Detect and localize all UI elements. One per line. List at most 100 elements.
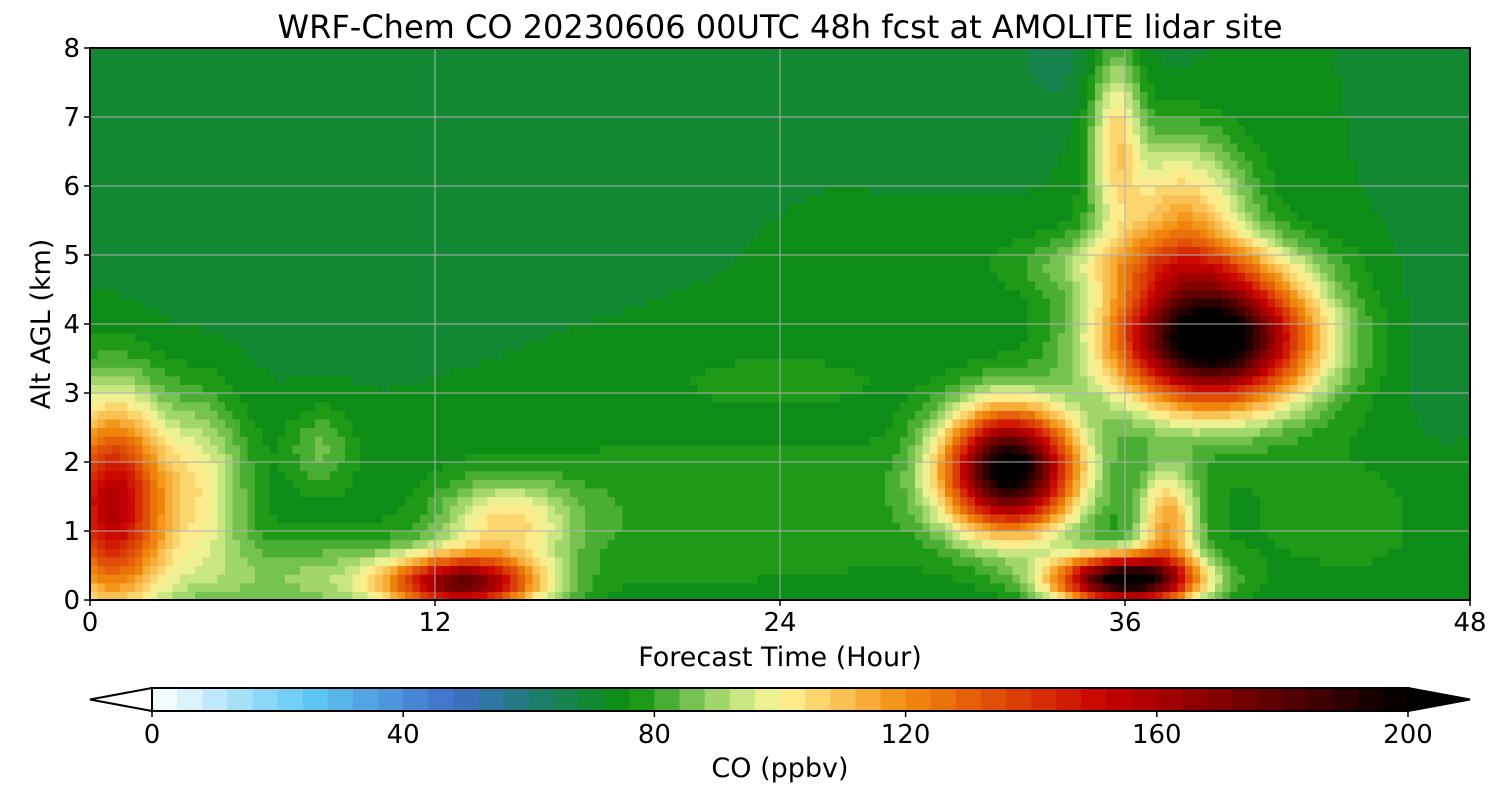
heatmap-cell (817, 522, 826, 532)
heatmap-cell (1245, 393, 1254, 403)
heatmap-cell (405, 444, 414, 454)
heatmap-cell (757, 470, 766, 480)
heatmap-cell (1005, 444, 1014, 454)
heatmap-cell (1402, 591, 1411, 600)
heatmap-cell (810, 582, 819, 592)
heatmap-cell (127, 479, 136, 489)
heatmap-cell (1267, 513, 1276, 523)
heatmap-cell (427, 548, 436, 558)
heatmap-cell (1005, 436, 1014, 446)
heatmap-cell (300, 444, 309, 454)
heatmap-cell (945, 548, 954, 558)
heatmap-cell (1005, 531, 1014, 541)
heatmap-cell (412, 418, 421, 429)
heatmap-cell (262, 556, 271, 567)
heatmap-cell (1357, 367, 1366, 377)
heatmap-cell (1365, 393, 1374, 403)
heatmap-cell (1372, 410, 1381, 420)
heatmap-cell (1177, 462, 1186, 472)
heatmap-cell (1462, 444, 1470, 454)
heatmap-cell (757, 513, 766, 523)
heatmap-cell (727, 505, 736, 515)
heatmap-cell (247, 496, 256, 506)
heatmap-cell (1207, 565, 1216, 575)
heatmap-cell (682, 513, 691, 523)
heatmap-cell (592, 556, 601, 567)
heatmap-cell (750, 548, 759, 558)
heatmap-cell (735, 470, 744, 480)
heatmap-cell (1185, 548, 1194, 558)
heatmap-cell (592, 539, 601, 549)
heatmap-cell (390, 384, 399, 394)
heatmap-cell (1027, 522, 1036, 532)
heatmap-cell (825, 436, 834, 446)
heatmap-cell (352, 479, 361, 489)
heatmap-cell (127, 401, 136, 411)
heatmap-cell (195, 462, 204, 472)
heatmap-cell (487, 513, 496, 523)
heatmap-cell (720, 574, 729, 584)
heatmap-cell (1230, 505, 1239, 515)
heatmap-cell (615, 522, 624, 532)
heatmap-cell (975, 453, 984, 463)
heatmap-cell (1260, 522, 1269, 532)
heatmap-cell (1012, 393, 1021, 403)
heatmap-cell (165, 548, 174, 558)
heatmap-cell (1192, 384, 1201, 394)
heatmap-cell (360, 522, 369, 532)
heatmap-cell (577, 375, 586, 385)
heatmap-cell (517, 367, 526, 377)
heatmap-cell (720, 418, 729, 429)
heatmap-cell (172, 479, 181, 489)
heatmap-cell (1072, 401, 1081, 411)
heatmap-cell (450, 496, 459, 506)
heatmap-cell (1305, 393, 1314, 403)
heatmap-cell (1290, 401, 1299, 411)
heatmap-cell (795, 582, 804, 592)
heatmap-cell (502, 513, 511, 523)
heatmap-cell (540, 591, 549, 600)
heatmap-cell (195, 367, 204, 377)
heatmap-cell (225, 487, 234, 498)
heatmap-cell (960, 531, 969, 541)
heatmap-cell (517, 574, 526, 584)
heatmap-cell (1222, 479, 1231, 489)
heatmap-cell (232, 496, 241, 506)
heatmap-cell (615, 531, 624, 541)
heatmap-cell (315, 418, 324, 429)
heatmap-cell (172, 401, 181, 411)
heatmap-cell (1425, 487, 1434, 498)
heatmap-cell (517, 591, 526, 600)
heatmap-cell (585, 531, 594, 541)
heatmap-cell (1395, 453, 1404, 463)
heatmap-cell (165, 393, 174, 403)
heatmap-cell (1125, 470, 1134, 480)
heatmap-cell (1215, 367, 1224, 377)
heatmap-cell (735, 401, 744, 411)
heatmap-cell (802, 539, 811, 549)
heatmap-cell (375, 427, 384, 437)
heatmap-cell (855, 393, 864, 403)
heatmap-cell (300, 487, 309, 498)
heatmap-cell (975, 548, 984, 558)
heatmap-cell (810, 367, 819, 377)
heatmap-cell (1215, 462, 1224, 472)
heatmap-cell (990, 444, 999, 454)
heatmap-cell (1372, 505, 1381, 515)
heatmap-cell (682, 591, 691, 600)
heatmap-cell (150, 410, 159, 420)
heatmap-cell (1260, 556, 1269, 567)
heatmap-cell (1447, 479, 1456, 489)
heatmap-cell (1200, 548, 1209, 558)
heatmap-cell (570, 522, 579, 532)
heatmap-cell (465, 462, 474, 472)
heatmap-cell (1155, 556, 1164, 567)
heatmap-cell (427, 487, 436, 498)
heatmap-cell (795, 505, 804, 515)
heatmap-cell (630, 496, 639, 506)
heatmap-cell (840, 531, 849, 541)
heatmap-cell (390, 453, 399, 463)
heatmap-cell (675, 539, 684, 549)
heatmap-cell (1357, 418, 1366, 429)
heatmap-cell (112, 384, 121, 394)
